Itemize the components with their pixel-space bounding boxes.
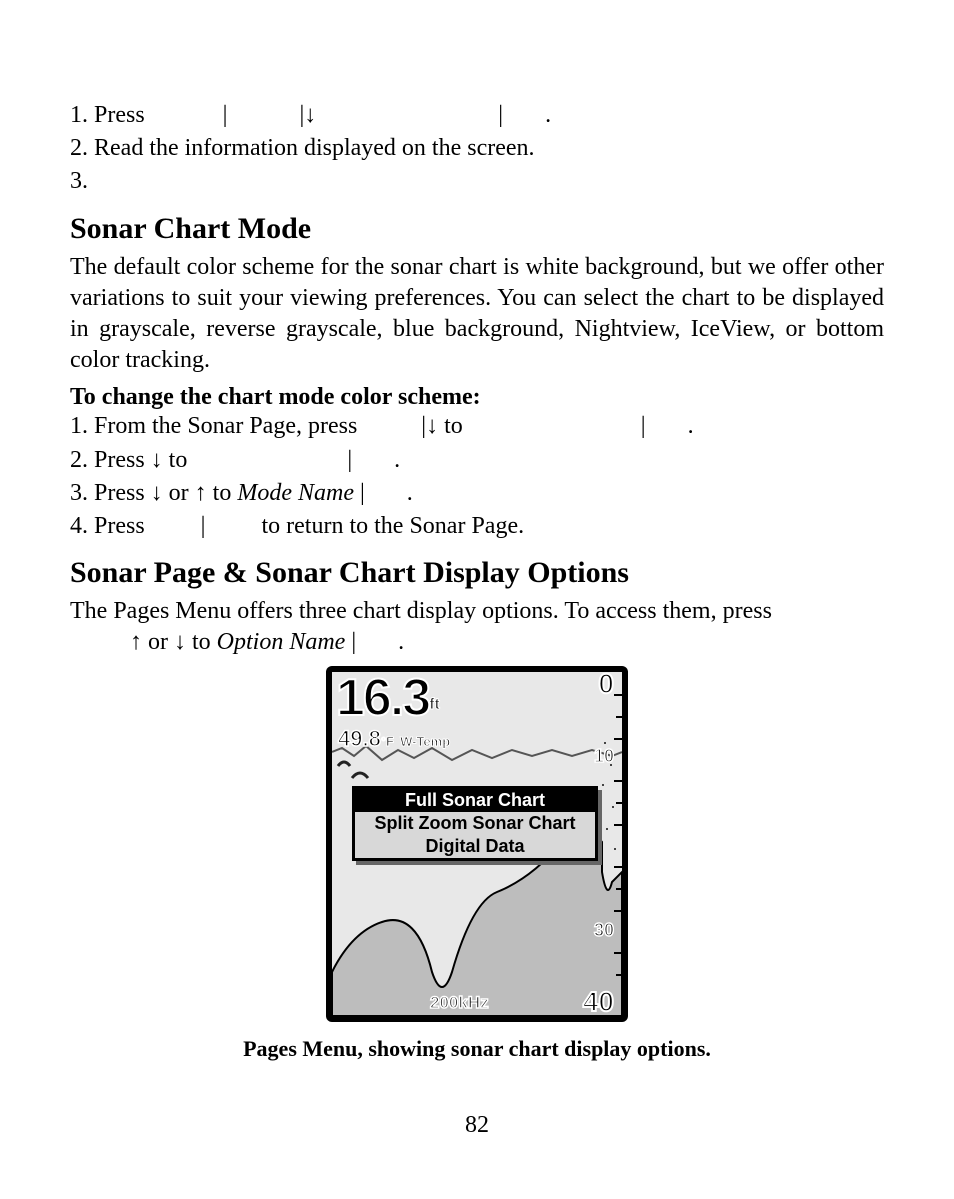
scheme-step-4: 4. Press | to return to the Sonar Page. <box>70 511 884 542</box>
text: to return to the Sonar Page. <box>261 513 524 539</box>
figure-caption: Pages Menu, showing sonar chart display … <box>70 1036 884 1062</box>
down-arrow-icon <box>174 629 186 655</box>
mode-name-placeholder: Mode Name <box>237 480 354 506</box>
temp-label: W-Temp <box>400 734 450 749</box>
sep: | <box>360 480 365 506</box>
sep: | <box>347 447 352 473</box>
heading-sonar-chart-mode: Sonar Chart Mode <box>70 212 884 246</box>
pages-menu[interactable]: Full Sonar Chart Split Zoom Sonar Chart … <box>352 786 598 861</box>
down-arrow-icon <box>304 102 316 128</box>
depth-unit: ft <box>429 696 440 713</box>
display-options-description: The Pages Menu offers three chart displa… <box>70 596 884 627</box>
sep: | <box>223 102 228 128</box>
text: 2. Press <box>70 447 151 473</box>
scale-10: 10 <box>594 746 614 767</box>
text: 3. Press <box>70 480 151 506</box>
sep: | <box>498 102 503 128</box>
text: to <box>169 447 194 473</box>
display-options-line2: or to Option Name | . <box>130 627 884 658</box>
text: 4. Press <box>70 513 151 539</box>
period: . <box>394 447 400 473</box>
down-arrow-icon <box>426 413 438 439</box>
change-scheme-steps: 1. From the Sonar Page, press | to | . 2… <box>70 411 884 542</box>
down-arrow-icon <box>151 480 163 506</box>
heading-display-options: Sonar Page & Sonar Chart Display Options <box>70 556 884 590</box>
page-number: 82 <box>0 1112 954 1139</box>
text: to <box>444 413 469 439</box>
scheme-step-1: 1. From the Sonar Page, press | to | . <box>70 411 884 442</box>
down-arrow-icon <box>151 447 163 473</box>
period: . <box>407 480 413 506</box>
scheme-step-2: 2. Press to | . <box>70 445 884 476</box>
sep: | <box>351 629 356 655</box>
period: . <box>688 413 694 439</box>
up-arrow-icon <box>130 629 142 655</box>
menu-item-digital-data[interactable]: Digital Data <box>355 835 595 858</box>
text: to <box>192 629 217 655</box>
text: or <box>148 629 174 655</box>
text: 1. From the Sonar Page, press <box>70 413 363 439</box>
sep: | <box>201 513 206 539</box>
text: 1. Press <box>70 102 151 128</box>
temp-readout: 49.8°F W-Temp <box>338 726 450 752</box>
menu-item-split-zoom[interactable]: Split Zoom Sonar Chart <box>355 812 595 835</box>
manual-page: 1. Press | | | . 2. Read the information… <box>0 0 954 1199</box>
period: . <box>398 629 404 655</box>
sonar-screen: 16.3ft 49.8°F W-Temp 0 10 30 40 <box>332 672 622 1016</box>
scale-30: 30 <box>594 920 614 941</box>
intro-steps: 1. Press | | | . 2. Read the information… <box>70 100 884 198</box>
option-name-placeholder: Option Name <box>217 629 346 655</box>
temp-value: 49.8 <box>338 726 381 751</box>
menu-item-full-sonar[interactable]: Full Sonar Chart <box>355 789 595 812</box>
up-arrow-icon <box>195 480 207 506</box>
scheme-step-3: 3. Press or to Mode Name | . <box>70 478 884 509</box>
period: . <box>545 102 551 128</box>
text: to <box>213 480 238 506</box>
step-2: 2. Read the information displayed on the… <box>70 133 884 164</box>
step-3: 3. <box>70 166 884 197</box>
figure: 16.3ft 49.8°F W-Temp 0 10 30 40 <box>70 666 884 1062</box>
text: or <box>169 480 195 506</box>
scale-0: 0 <box>598 672 614 700</box>
frequency-label: 200kHz <box>430 993 489 1013</box>
step-1: 1. Press | | | . <box>70 100 884 131</box>
subheading-change-scheme: To change the chart mode color scheme: <box>70 384 884 411</box>
scale-40: 40 <box>583 986 614 1016</box>
sep: | <box>641 413 646 439</box>
depth-readout: 16.3ft <box>336 672 440 728</box>
depth-value: 16.3 <box>336 672 429 727</box>
sonar-chart-mode-description: The default color scheme for the sonar c… <box>70 252 884 377</box>
sonar-device: 16.3ft 49.8°F W-Temp 0 10 30 40 <box>326 666 628 1022</box>
temp-unit: °F <box>381 734 394 749</box>
